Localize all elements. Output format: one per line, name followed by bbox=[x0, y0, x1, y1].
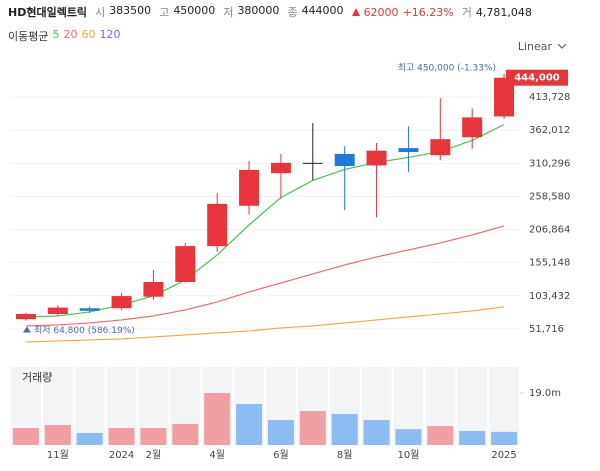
ma-line bbox=[25, 306, 505, 343]
candle-body bbox=[79, 308, 100, 311]
candle-body bbox=[430, 139, 451, 156]
candle-body bbox=[398, 148, 419, 152]
x-tick-label: 2024 bbox=[109, 450, 134, 461]
field-label: 종 bbox=[287, 6, 298, 19]
candle-body bbox=[111, 296, 132, 309]
x-tick-label: 2월 bbox=[146, 449, 162, 461]
min-annotation: 최저 64,800 (586.19%) bbox=[34, 325, 135, 336]
y-tick-label: 413,728 bbox=[529, 92, 570, 103]
x-tick-label: 8월 bbox=[337, 449, 353, 461]
ma-legend: 이동평균 5 20 60 120 bbox=[8, 28, 120, 44]
candle-body bbox=[239, 169, 260, 206]
field-value: 383500 bbox=[109, 4, 152, 17]
candle-body bbox=[207, 203, 228, 247]
y-tick-label: 51,716 bbox=[529, 324, 564, 335]
volume-bar bbox=[140, 428, 167, 445]
ma-legend-entry: 60 bbox=[81, 28, 96, 41]
change: 62000 bbox=[363, 5, 399, 19]
field-value: 450000 bbox=[173, 4, 216, 17]
volume-value: 4,781,048 bbox=[475, 5, 532, 19]
candle-body bbox=[15, 314, 36, 320]
scale-selector[interactable]: Linear bbox=[518, 40, 566, 53]
candle-body bbox=[366, 150, 387, 166]
volume-column-bg bbox=[74, 367, 105, 445]
change-pct: +16.23% bbox=[402, 5, 454, 19]
volume-label: 거 bbox=[461, 6, 472, 19]
x-tick-label: 6월 bbox=[273, 449, 289, 461]
volume-bar bbox=[331, 414, 358, 445]
candle-body bbox=[494, 77, 515, 117]
volume-bar bbox=[204, 393, 231, 445]
field-value: 380000 bbox=[237, 4, 280, 17]
stock-name: HD현대일렉트릭 bbox=[8, 6, 88, 19]
fields: 시 383500 고 450000 저 380000 종 444000 bbox=[95, 4, 348, 20]
x-tick-label: 2025 bbox=[491, 450, 516, 461]
candle-body bbox=[462, 117, 483, 138]
ma-legend-entry: 20 bbox=[63, 28, 78, 41]
y-tick-label: 258,580 bbox=[529, 191, 570, 202]
volume-bar bbox=[172, 423, 199, 445]
x-tick-label: 11월 bbox=[47, 449, 69, 461]
volume-bar bbox=[395, 429, 422, 445]
y-tick-label: 206,864 bbox=[529, 225, 570, 236]
current-price-label: 444,000 bbox=[514, 73, 560, 84]
y-tick-label: 155,148 bbox=[529, 258, 570, 269]
ma-line bbox=[25, 225, 505, 327]
volume-bar bbox=[108, 428, 135, 445]
candle-body bbox=[334, 153, 355, 167]
chevron bbox=[558, 44, 566, 49]
volume-title: 거래량 bbox=[22, 371, 52, 384]
volume-bar bbox=[363, 420, 390, 445]
candle-body bbox=[175, 246, 196, 282]
y-tick-label: 362,012 bbox=[529, 125, 570, 136]
field-label: 시 bbox=[95, 6, 106, 19]
up-arrow bbox=[351, 8, 360, 16]
y-tick-label: 310,296 bbox=[529, 158, 570, 169]
volume-bar bbox=[44, 425, 71, 445]
min-marker bbox=[22, 326, 31, 333]
volume-bar bbox=[76, 432, 103, 445]
y-tick-label: 103,432 bbox=[529, 291, 570, 302]
volume-bar bbox=[236, 403, 263, 445]
volume-bar bbox=[299, 411, 326, 445]
field-label: 고 bbox=[159, 6, 170, 19]
field-value: 444000 bbox=[301, 4, 344, 17]
candle-body bbox=[143, 281, 164, 297]
candle-body bbox=[47, 307, 68, 315]
max-annotation: 최고 450,000 (-1.33%) bbox=[398, 62, 496, 73]
ma-legend-entry: 120 bbox=[99, 28, 121, 41]
volume-tick-label: 19.0m bbox=[529, 388, 561, 399]
field-label: 저 bbox=[223, 6, 234, 19]
ma-line bbox=[25, 123, 505, 318]
candle-body bbox=[270, 162, 291, 174]
current-price-box bbox=[506, 69, 568, 86]
volume-bar bbox=[267, 420, 294, 445]
volume-bar bbox=[459, 431, 486, 445]
volume-bar bbox=[12, 428, 39, 445]
x-tick-label: 10월 bbox=[397, 449, 419, 461]
ma-title: 이동평균 bbox=[8, 30, 49, 43]
candle-body bbox=[302, 162, 323, 164]
volume-bar bbox=[491, 431, 518, 445]
scale-label: Linear bbox=[517, 40, 552, 53]
x-tick-label: 4월 bbox=[209, 449, 225, 461]
ma-legend-entry: 5 bbox=[52, 28, 60, 41]
header: HD현대일렉트릭 시 383500 고 450000 저 380000 종 444000 62… bbox=[8, 4, 532, 20]
volume-bar bbox=[427, 426, 454, 445]
